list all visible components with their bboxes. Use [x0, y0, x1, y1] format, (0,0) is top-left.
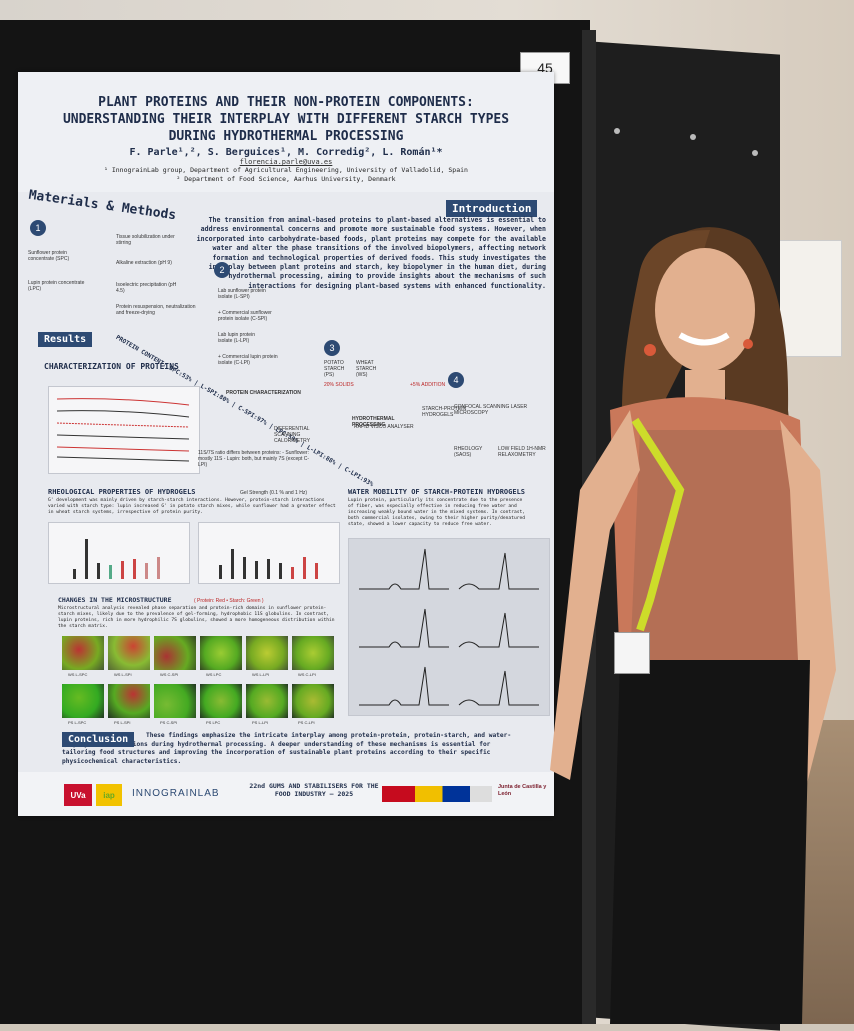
micrograph-label: PS L-SPC	[68, 720, 87, 725]
micrograph-label: WS L-SPI	[114, 672, 132, 677]
rheology-heading: RHEOLOGICAL PROPERTIES OF HYDROGELS	[48, 488, 196, 496]
micrograph-label: PS C-LPI	[298, 720, 315, 725]
rheology-chart-ps	[198, 522, 340, 584]
method-nmr: LOW FIELD 1H-NMR RELAXOMETRY	[498, 446, 546, 458]
micrograph-label: WS LPC	[206, 672, 222, 677]
micrograph	[154, 684, 196, 718]
micrograph-label: WS L-LPI	[252, 672, 270, 677]
rheology-subheading: Gel Strength (0.1 % and 1 Hz)	[240, 490, 307, 496]
method-lab-lupin: Lab lupin protein isolate (L-LPI)	[218, 332, 255, 344]
dsc-thermogram	[48, 386, 200, 474]
micrograph	[108, 636, 150, 670]
method-alkaline: Alkaline extraction (pH 9)	[116, 260, 172, 266]
presenter-person	[550, 227, 836, 1024]
water-mobility-text: Lupin protein, particularly its concentr…	[348, 498, 526, 527]
nmr-relaxation-charts	[348, 538, 550, 716]
name-badge	[614, 632, 650, 674]
method-tissue: Tissue solubilization under stirring	[116, 234, 175, 246]
board-pin	[690, 134, 696, 140]
step-2-marker: 2	[214, 262, 230, 278]
introduction-text: The transition from animal-based protein…	[196, 216, 546, 290]
micrograph	[292, 684, 334, 718]
method-wheat-starch: WHEAT STARCH (WS)	[356, 360, 377, 378]
water-mobility-heading: WATER MOBILITY OF STARCH-PROTEIN HYDROGE…	[348, 488, 526, 496]
dsc-label: DIFFERENTIAL SCANNING CALORIMETRY	[274, 426, 311, 444]
micrograph	[200, 684, 242, 718]
micrograph	[154, 636, 196, 670]
scientific-poster: PLANT PROTEINS AND THEIR NON-PROTEIN COM…	[18, 72, 554, 816]
poster-title: PLANT PROTEINS AND THEIR NON-PROTEIN COM…	[62, 95, 510, 144]
step-3-marker: 3	[324, 340, 340, 356]
micrograph	[62, 684, 104, 718]
dsc-curves	[56, 398, 190, 462]
method-sunflower: Sunflower protein concentrate (SPC)	[28, 250, 70, 262]
poster-footer: UVa iap INNOGRAINLAB 22nd GUMS AND STABI…	[18, 772, 554, 816]
rheology-text: G' development was mainly driven by star…	[48, 498, 336, 515]
microstructure-heading: CHANGES IN THE MICROSTRUCTURE	[58, 596, 172, 604]
method-potato-starch: POTATO STARCH (PS)	[324, 360, 345, 378]
poster-authors: F. Parle¹,², S. Berguices¹, M. Corredig²…	[129, 147, 443, 158]
poster-body: Materials & Methods Introduction The tra…	[18, 188, 554, 772]
method-solids: 20% SOLIDS	[324, 382, 354, 388]
method-rva: RAPID VISCO ANALYSER	[354, 424, 414, 430]
protein-characterization-label: PROTEIN CHARACTERIZATION	[226, 390, 301, 396]
microstructure-legend: ( Protein: Red • Starch: Green )	[194, 598, 264, 604]
micrograph	[200, 636, 242, 670]
method-commercial-lupin: + Commercial lupin protein isolate (C-LP…	[218, 354, 278, 366]
microstructure-text: Microstructural analysis revealed phase …	[58, 606, 335, 629]
micrograph	[108, 684, 150, 718]
introduction-heading: Introduction	[446, 200, 538, 217]
innograinlab-logo: INNOGRAINLAB	[132, 788, 220, 799]
conclusion-text: These findings emphasize the intricate i…	[62, 732, 512, 765]
conclusion-heading: Conclusion	[62, 732, 135, 747]
method-lupin: Lupin protein concentrate (LPC)	[28, 280, 85, 292]
method-isoelectric: Isoelectric precipitation (pH 4.5)	[116, 282, 177, 294]
funding-logos	[382, 786, 492, 802]
micrograph-label: PS L-LPI	[252, 720, 269, 725]
poster-header: PLANT PROTEINS AND THEIR NON-PROTEIN COM…	[18, 72, 554, 192]
method-lab-sunflower: Lab sunflower protein isolate (L-SPI)	[218, 288, 266, 300]
micrograph	[292, 636, 334, 670]
micrograph	[62, 636, 104, 670]
poster-affiliation-2: ² Department of Food Science, Aarhus Uni…	[176, 175, 396, 183]
materials-methods-heading: Materials & Methods	[27, 187, 178, 224]
micrograph	[246, 636, 288, 670]
board-pin	[752, 150, 758, 156]
step-1-marker: 1	[30, 220, 46, 236]
ratio-text: 11S/7S ratio differs between proteins: -…	[198, 450, 310, 468]
micrograph-label: PS L-SPI	[114, 720, 131, 725]
board-pin	[614, 128, 620, 134]
method-rheology: RHEOLOGY (SAOS)	[454, 446, 483, 458]
uva-logo: UVa	[64, 784, 92, 806]
iap-logo: iap	[96, 784, 122, 806]
micrograph-label: PS LPC	[206, 720, 221, 725]
micrograph-label: WS C-LPI	[298, 672, 316, 677]
method-resuspension: Protein resuspension, neutralization and…	[116, 304, 196, 316]
method-hydrothermal: HYDROTHERMAL PROCESSING	[352, 416, 395, 428]
micrograph-label: PS C-SPI	[160, 720, 178, 725]
nmr-peaks	[359, 548, 539, 706]
characterization-heading: CHARACTERIZATION OF PROTEINS	[44, 362, 179, 371]
method-commercial-sunflower: + Commercial sunflower protein isolate (…	[218, 310, 272, 322]
conference-name: 22nd GUMS AND STABILISERS FOR THE FOOD I…	[249, 782, 379, 798]
method-hydrogels: STARCH-PROTEIN HYDROGELS	[422, 406, 467, 418]
junta-logo: Junta de Castilla y León	[498, 784, 547, 797]
rheology-chart-ws	[48, 522, 190, 584]
micrograph-label: WS L-SPC	[68, 672, 88, 677]
method-clsm: CONFOCAL SCANNING LASER MICROSCOPY	[454, 404, 528, 416]
step-4-marker: 4	[448, 372, 464, 388]
poster-email: florencia.parle@uva.es	[239, 158, 333, 166]
results-heading: Results	[38, 332, 93, 347]
micrograph	[246, 684, 288, 718]
method-addition: +5% ADDITION	[410, 382, 446, 388]
poster-affiliation-1: ¹ InnograinLab group, Department of Agri…	[104, 166, 468, 174]
micrograph-label: WS C-SPI	[160, 672, 179, 677]
